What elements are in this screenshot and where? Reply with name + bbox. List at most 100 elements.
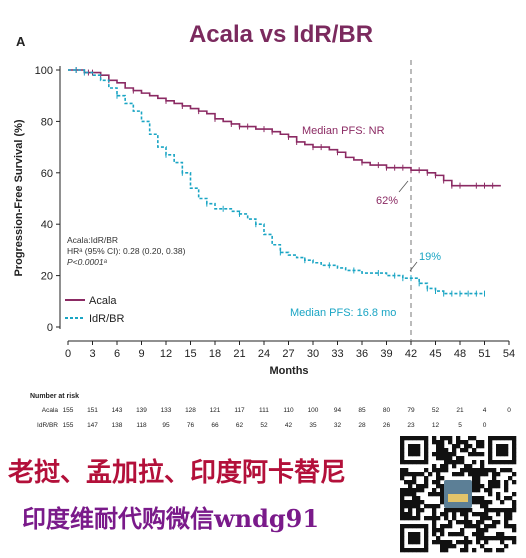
qr-module [452,452,457,457]
qr-module [432,528,437,533]
risk-value-acala: 100 [308,407,319,414]
qr-module [436,484,441,489]
qr-module [416,448,421,453]
qr-module [424,468,429,473]
qr-module [484,504,489,509]
qr-module [496,492,501,497]
qr-module [440,540,445,545]
qr-module [460,508,465,513]
qr-module [508,496,513,501]
risk-value-idr: 35 [309,422,317,429]
qr-module [440,444,445,449]
qr-module [476,500,481,505]
qr-module [440,488,445,493]
qr-module [436,504,441,509]
qr-module [404,468,409,473]
qr-module [480,496,485,501]
risk-value-acala: 80 [383,407,391,414]
risk-row-label-acala: Acala [42,407,59,414]
qr-module [500,436,505,441]
qr-module [420,472,425,477]
risk-value-idr: 138 [112,422,123,429]
qr-module [424,456,429,461]
risk-value-acala: 21 [456,407,464,414]
qr-module [504,520,509,525]
qr-module [496,448,501,453]
qr-module [416,452,421,457]
qr-module [480,536,485,541]
stat-hazard-ratio: HRᵃ (95% CI): 0.28 (0.20, 0.38) [67,246,186,256]
qr-module [480,544,485,549]
qr-module [488,456,493,461]
qr-module [460,448,465,453]
x-tick-label: 21 [233,348,245,360]
qr-module [420,488,425,493]
qr-module [472,512,477,517]
qr-module [456,436,461,441]
risk-value-acala: 133 [161,407,172,414]
qr-module [408,548,413,553]
chart-title: Acala vs IdR/BR [189,21,373,48]
risk-value-idr: 12 [432,422,440,429]
x-tick-label: 36 [356,348,368,360]
qr-module [400,460,405,465]
qr-module [488,524,493,529]
qr-module [480,520,485,525]
qr-module [412,504,417,509]
qr-module [452,512,457,517]
x-tick-label: 48 [454,348,466,360]
qr-module [484,540,489,545]
risk-value-idr: 62 [236,422,244,429]
qr-module [504,460,509,465]
qr-module [504,488,509,493]
qr-module [444,460,449,465]
qr-module [420,460,425,465]
qr-module [432,452,437,457]
qr-module [416,516,421,521]
qr-module [400,544,405,549]
qr-module [460,520,465,525]
qr-module [448,544,453,549]
qr-module [432,508,437,513]
qr-module [468,508,473,513]
qr-module [420,548,425,553]
qr-module [456,440,461,445]
x-tick-label: 30 [307,348,319,360]
qr-module [432,488,437,493]
qr-module [408,472,413,477]
qr-module [456,520,461,525]
qr-module [460,548,465,553]
qr-module [440,452,445,457]
qr-module [464,548,469,553]
qr-module [432,512,437,517]
qr-module [416,536,421,541]
qr-module [404,480,409,485]
risk-value-idr: 5 [458,422,462,429]
qr-module [400,528,405,533]
qr-module [488,448,493,453]
qr-module [468,524,473,529]
qr-module [496,508,501,513]
qr-module [480,516,485,521]
y-ticks: 0 20 40 60 80 100 [35,65,60,334]
x-tick-label: 42 [405,348,417,360]
y-tick-label: 0 [47,322,53,334]
qr-module [416,444,421,449]
qr-module [480,440,485,445]
qr-module [404,548,409,553]
qr-module [412,500,417,505]
qr-module [512,508,517,513]
qr-module [500,508,505,513]
qr-module [440,532,445,537]
qr-module [408,504,413,509]
qr-module [400,492,405,497]
qr-module [480,512,485,517]
qr-module [464,468,469,473]
risk-value-idr: 118 [136,422,147,429]
qr-module [492,524,497,529]
qr-module [400,448,405,453]
qr-module [444,452,449,457]
qr-module [468,452,473,457]
qr-module [448,456,453,461]
qr-module [496,444,501,449]
